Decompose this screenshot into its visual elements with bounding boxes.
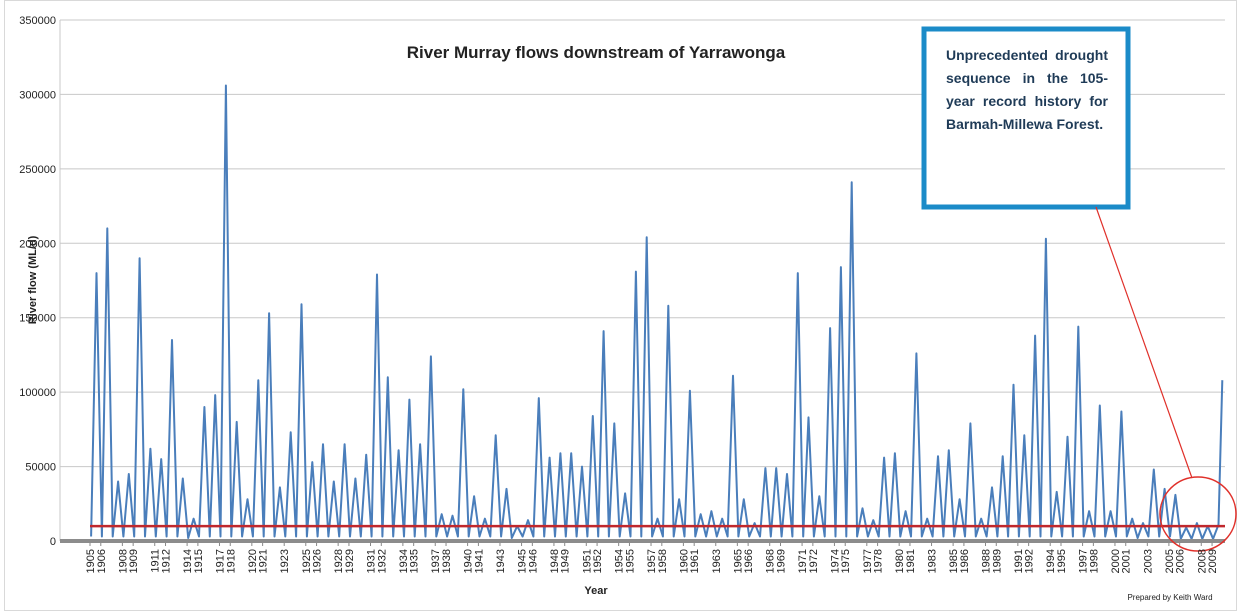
x-tick-label: 1912 bbox=[161, 549, 173, 573]
x-tick-label: 1989 bbox=[991, 549, 1003, 573]
pointer-line bbox=[1095, 206, 1193, 479]
x-tick-label: 1945 bbox=[517, 549, 529, 573]
x-tick-label: 1932 bbox=[376, 549, 388, 573]
y-tick-label: 300000 bbox=[19, 89, 56, 101]
x-tick-label: 1908 bbox=[117, 549, 129, 573]
x-tick-label: 2009 bbox=[1207, 549, 1219, 573]
x-tick-label: 1943 bbox=[495, 549, 507, 573]
x-tick-label: 1938 bbox=[441, 549, 453, 573]
x-tick-label: 1926 bbox=[312, 549, 324, 573]
x-tick-label: 1949 bbox=[560, 549, 572, 573]
credit: Prepared by Keith Ward bbox=[1127, 593, 1212, 602]
x-tick-label: 1946 bbox=[527, 549, 539, 573]
x-tick-label: 1994 bbox=[1045, 549, 1057, 573]
x-tick-label: 1948 bbox=[549, 549, 561, 573]
x-tick-label: 1958 bbox=[657, 549, 669, 573]
y-tick-label: 150000 bbox=[19, 313, 56, 325]
x-tick-label: 1951 bbox=[581, 549, 593, 573]
annotation: Unprecedented drought sequence in the 10… bbox=[946, 47, 1108, 132]
x-tick-label: 1983 bbox=[927, 549, 939, 573]
flow-line bbox=[90, 84, 1224, 540]
x-tick-label: 1937 bbox=[430, 549, 442, 573]
x-tick-label: 1917 bbox=[214, 549, 226, 573]
x-tick-label: 1980 bbox=[894, 549, 906, 573]
y-tick-label: 0 bbox=[50, 536, 56, 548]
x-tick-label: 1966 bbox=[743, 549, 755, 573]
x-tick-label: 1992 bbox=[1024, 549, 1036, 573]
x-tick-label: 1977 bbox=[862, 549, 874, 573]
y-tick-label: 250000 bbox=[19, 164, 56, 176]
chart-title: River Murray flows downstream of Yarrawo… bbox=[407, 43, 786, 62]
x-tick-label: 1915 bbox=[193, 549, 205, 573]
x-tick-label: 1909 bbox=[128, 549, 140, 573]
x-tick-label: 1988 bbox=[980, 549, 992, 573]
x-tick-label: 2008 bbox=[1196, 549, 1208, 573]
x-tick-label: 1941 bbox=[473, 549, 485, 573]
x-tick-label: 1985 bbox=[948, 549, 960, 573]
y-tick-label: 50000 bbox=[25, 462, 56, 474]
x-tick-label: 2005 bbox=[1164, 549, 1176, 573]
x-tick-label: 1955 bbox=[624, 549, 636, 573]
highlight-circle bbox=[1159, 476, 1237, 552]
x-tick-label: 2001 bbox=[1121, 549, 1133, 573]
x-tick-label: 1978 bbox=[873, 549, 885, 573]
x-tick-label: 1975 bbox=[840, 549, 852, 573]
x-tick-label: 1995 bbox=[1056, 549, 1068, 573]
x-tick-label: 1911 bbox=[150, 549, 162, 573]
x-tick-label: 1957 bbox=[646, 549, 658, 573]
x-tick-label: 1998 bbox=[1088, 549, 1100, 573]
x-axis-label: Year bbox=[584, 585, 608, 597]
x-tick-label: 1972 bbox=[808, 549, 820, 573]
x-tick-label: 1934 bbox=[398, 549, 410, 573]
x-tick-label: 1971 bbox=[797, 549, 809, 573]
x-tick-label: 1905 bbox=[85, 549, 97, 573]
x-tick-label: 1929 bbox=[344, 549, 356, 573]
x-tick-label: 1918 bbox=[225, 549, 237, 573]
x-tick-label: 1991 bbox=[1013, 549, 1025, 573]
x-tick-label: 1960 bbox=[678, 549, 690, 573]
x-tick-label: 1981 bbox=[905, 549, 917, 573]
x-tick-label: 1969 bbox=[775, 549, 787, 573]
x-tick-label: 2000 bbox=[1110, 549, 1122, 573]
y-tick-label: 100000 bbox=[19, 387, 56, 399]
x-tick-label: 1954 bbox=[614, 549, 626, 573]
x-tick-label: 1997 bbox=[1078, 549, 1090, 573]
x-tick-label: 2003 bbox=[1142, 549, 1154, 573]
x-tick-label: 1923 bbox=[279, 549, 291, 573]
y-axis-label: River flow (ML/d) bbox=[27, 235, 39, 324]
x-tick-label: 1921 bbox=[258, 549, 270, 573]
x-tick-label: 1952 bbox=[592, 549, 604, 573]
x-tick-label: 1925 bbox=[301, 549, 313, 573]
x-tick-label: 1914 bbox=[182, 549, 194, 573]
x-tick-label: 1940 bbox=[463, 549, 475, 573]
frame bbox=[4, 0, 1237, 611]
y-tick-label: 350000 bbox=[19, 15, 56, 27]
x-tick-label: 1931 bbox=[366, 549, 378, 573]
x-tick-label: 1935 bbox=[409, 549, 421, 573]
annotation-box bbox=[921, 26, 1131, 210]
x-tick-label: 1961 bbox=[689, 549, 701, 573]
x-tick-label: 1968 bbox=[765, 549, 777, 573]
x-tick-label: 1974 bbox=[829, 549, 841, 573]
x-tick-label: 1965 bbox=[732, 549, 744, 573]
y-tick-label: 200000 bbox=[19, 238, 56, 250]
x-tick-label: 1986 bbox=[959, 549, 971, 573]
x-tick-label: 2006 bbox=[1175, 549, 1187, 573]
x-tick-label: 1928 bbox=[333, 549, 345, 573]
x-tick-label: 1963 bbox=[711, 549, 723, 573]
x-tick-label: 1906 bbox=[96, 549, 108, 573]
x-tick-label: 1920 bbox=[247, 549, 259, 573]
